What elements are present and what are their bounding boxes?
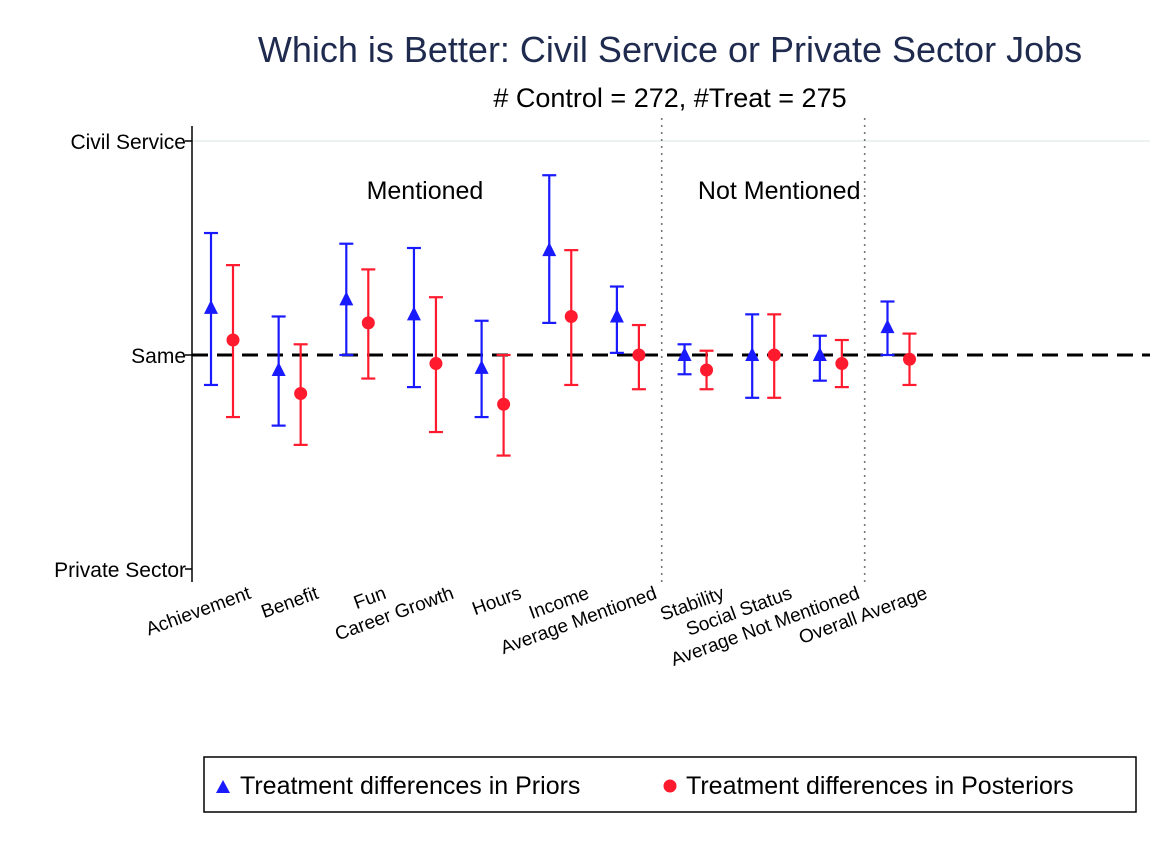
posterior-point: [767, 348, 781, 362]
x-tick-label: Career Growth: [332, 583, 456, 645]
posterior-point: [903, 352, 916, 366]
posterior-point: [429, 357, 443, 371]
prior-point: [812, 347, 827, 361]
posterior-point: [497, 397, 511, 411]
prior-point: [745, 347, 760, 361]
chart-title: Which is Better: Civil Service or Privat…: [258, 29, 1082, 70]
prior-point: [406, 306, 421, 321]
legend-label-priors: Treatment differences in Priors: [240, 772, 580, 800]
posterior-point: [226, 333, 240, 347]
prior-point: [880, 319, 895, 334]
section-label: Mentioned: [367, 177, 484, 205]
x-tick-label: Achievement: [143, 583, 254, 641]
chart-subtitle: # Control = 272, #Treat = 275: [493, 83, 846, 113]
prior-point: [339, 291, 354, 306]
posterior-point: [361, 316, 375, 330]
prior-point: [474, 359, 489, 374]
prior-point: [609, 308, 624, 323]
legend-circle-marker: [663, 779, 677, 793]
legend-triangle-marker: [216, 780, 230, 793]
posterior-point: [700, 363, 714, 377]
prior-point: [677, 347, 692, 361]
posterior-point: [564, 309, 578, 323]
posterior-point: [835, 357, 849, 371]
y-tick-label: Same: [131, 345, 186, 368]
x-tick-label: Hours: [469, 583, 524, 620]
y-tick-label: Private Sector: [54, 559, 186, 582]
prior-point: [542, 242, 557, 257]
legend: Treatment differences in Priors Treatmen…: [203, 756, 1137, 813]
prior-point: [271, 361, 286, 376]
posterior-point: [632, 348, 646, 362]
plot-area: Civil Service Same Private Sector Mentioned…: [54, 118, 1150, 671]
posterior-point: [294, 387, 308, 401]
legend-label-posteriors: Treatment differences in Posteriors: [686, 772, 1074, 800]
x-tick-label: Benefit: [259, 583, 322, 623]
y-tick-label: Civil Service: [70, 131, 186, 154]
section-label: Not Mentioned: [698, 177, 861, 205]
prior-point: [204, 299, 218, 314]
